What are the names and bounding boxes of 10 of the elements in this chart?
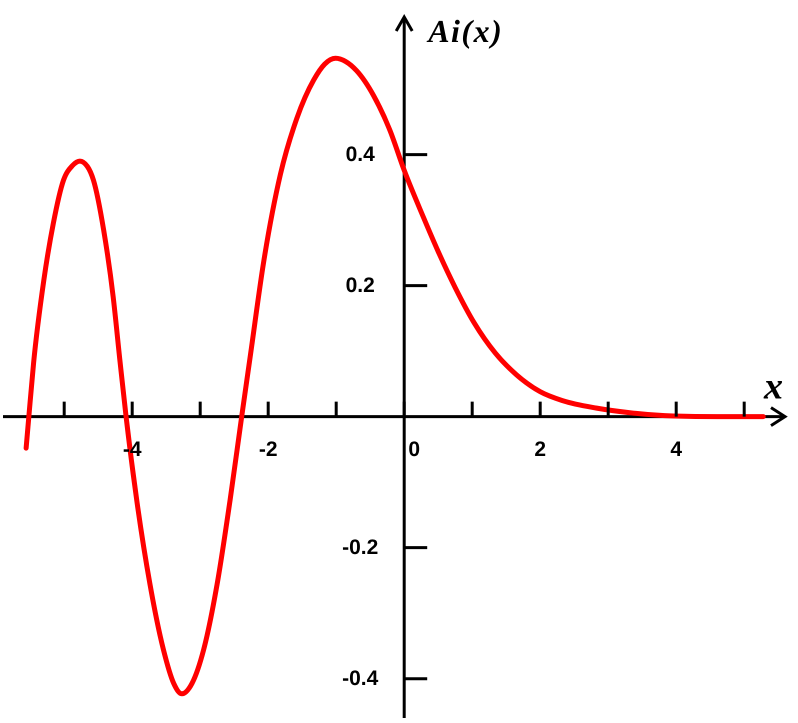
x-tick-label: 2 <box>534 438 546 462</box>
y-tick-label: 0.2 <box>346 274 375 298</box>
y-tick-label: -0.2 <box>342 536 378 560</box>
x-tick-label: 0 <box>408 438 420 462</box>
y-tick-label: -0.4 <box>342 667 379 690</box>
x-tick-label: 4 <box>670 438 682 462</box>
y-axis-title: Ai(x) <box>426 13 504 49</box>
x-axis-title: x <box>763 366 783 408</box>
x-tick-label: -2 <box>258 438 278 462</box>
y-tick-label: 0.4 <box>346 143 376 166</box>
